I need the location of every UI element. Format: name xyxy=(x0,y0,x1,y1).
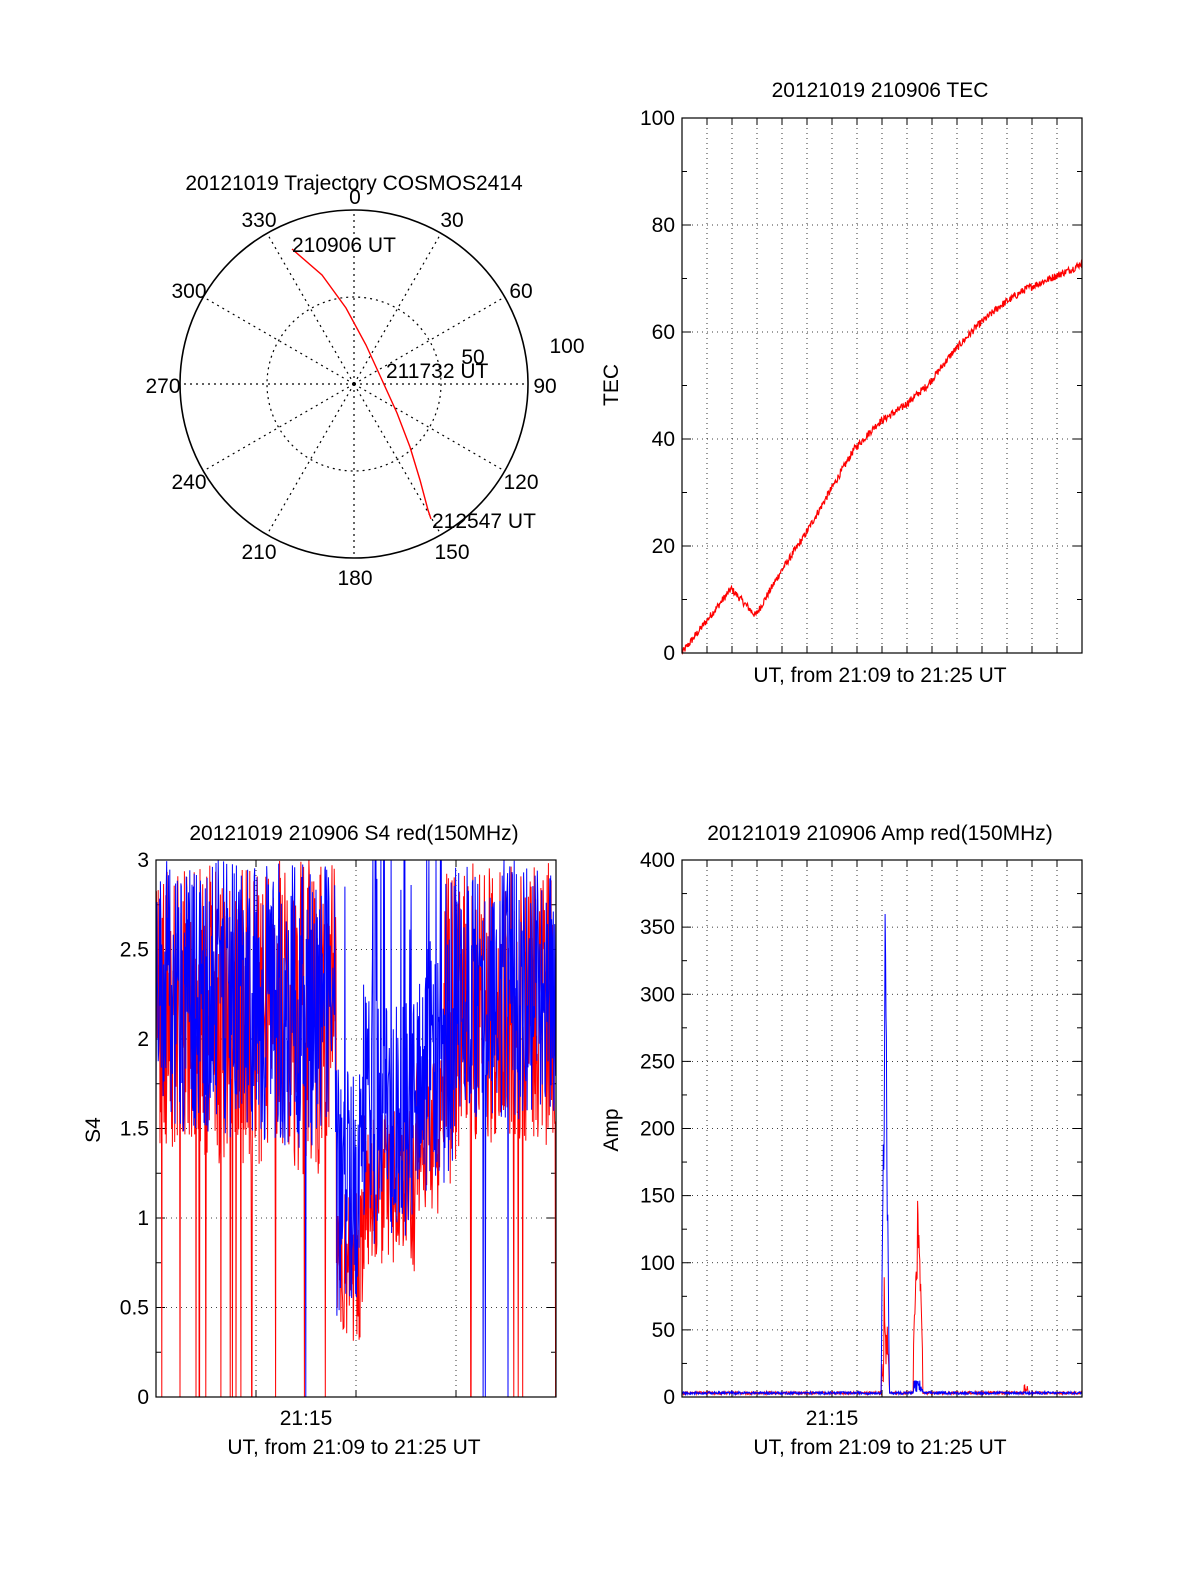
tec-y-label: TEC xyxy=(600,364,623,406)
polar-angle-label: 300 xyxy=(171,280,206,303)
polar-spoke xyxy=(353,296,505,385)
s4-x-tick-label: 21:15 xyxy=(280,1407,333,1430)
trajectory-point-label: 211732 UT xyxy=(386,360,489,383)
s4-y-label: S4 xyxy=(82,1117,105,1143)
y-tick-label: 1.5 xyxy=(120,1118,149,1141)
y-tick-label: 80 xyxy=(652,214,675,237)
polar-angle-label: 0 xyxy=(349,186,361,209)
y-tick-label: 100 xyxy=(640,107,675,130)
y-tick-label: 50 xyxy=(652,1319,675,1342)
y-tick-label: 60 xyxy=(652,321,675,344)
polar-angle-label: 60 xyxy=(509,280,532,303)
polar-angle-label: 120 xyxy=(503,471,538,494)
s4-x-label: UT, from 21:09 to 21:25 UT xyxy=(227,1436,480,1459)
amp-x-label: UT, from 21:09 to 21:25 UT xyxy=(753,1436,1006,1459)
y-tick-label: 0.5 xyxy=(120,1297,149,1320)
y-tick-label: 400 xyxy=(640,849,675,872)
amp-plot-frame xyxy=(681,859,1083,1398)
s4-title: 20121019 210906 S4 red(150MHz) xyxy=(189,822,518,845)
amp-y-tick-labels: 0 50 100 150 200 250 300 350 400 xyxy=(640,849,675,1409)
polar-angle-labels: 0 30 60 90 120 150 180 210 240 270 300 330 xyxy=(145,186,556,590)
amp-blue-series xyxy=(681,913,1083,1397)
amp-x-tick-label: 21:15 xyxy=(806,1407,859,1430)
amp-chart: 20121019 210906 Amp red(150MHz) 0 50 100 15… xyxy=(600,822,1083,1459)
y-tick-label: 1 xyxy=(137,1207,149,1230)
trajectory-point-label: 210906 UT xyxy=(292,234,396,257)
polar-angle-label: 210 xyxy=(241,541,276,564)
polar-spoke xyxy=(353,233,442,385)
y-tick-label: 0 xyxy=(663,1386,675,1409)
polar-angle-label: 270 xyxy=(145,375,180,398)
polar-trajectory-chart: 20121019 Trajectory COSMOS2414 0 30 60 90 12… xyxy=(145,172,584,590)
tec-grid xyxy=(681,117,1083,654)
polar-angle-label: 90 xyxy=(533,375,556,398)
tec-y-tick-labels: 0 20 40 60 80 100 xyxy=(640,107,675,665)
y-tick-label: 200 xyxy=(640,1118,675,1141)
y-tick-label: 150 xyxy=(640,1185,675,1208)
y-tick-label: 3 xyxy=(137,849,149,872)
y-tick-label: 350 xyxy=(640,916,675,939)
s4-y-tick-labels: 0 0.5 1 1.5 2 2.5 3 xyxy=(120,849,149,1409)
tec-chart: 20121019 210906 TEC 0 20 40 60 80 100 UT, fro… xyxy=(600,79,1083,687)
polar-grid xyxy=(179,209,529,559)
polar-spoke xyxy=(266,383,355,535)
polar-angle-label: 180 xyxy=(337,567,372,590)
polar-outer-circle xyxy=(179,209,529,559)
y-tick-label: 2.5 xyxy=(120,939,149,962)
polar-angle-label: 330 xyxy=(241,209,276,232)
amp-y-label: Amp xyxy=(600,1108,623,1151)
polar-spoke xyxy=(203,296,355,385)
polar-radius-label: 50 xyxy=(461,346,484,369)
trajectory-point-labels: 210906 UT 211732 UT 212547 UT xyxy=(292,234,536,533)
trajectory-line xyxy=(291,248,432,520)
polar-radius-label: 100 xyxy=(549,335,584,358)
polar-spoke xyxy=(203,383,355,472)
tec-x-label: UT, from 21:09 to 21:25 UT xyxy=(753,664,1006,687)
y-tick-label: 300 xyxy=(640,983,675,1006)
tec-title: 20121019 210906 TEC xyxy=(772,79,989,102)
y-tick-label: 2 xyxy=(137,1028,149,1051)
polar-inner-circle xyxy=(266,296,442,472)
trajectory-point-label: 212547 UT xyxy=(432,510,536,533)
polar-spoke xyxy=(266,233,355,385)
y-tick-label: 20 xyxy=(652,535,675,558)
y-tick-label: 100 xyxy=(640,1252,675,1275)
s4-blue-series xyxy=(155,859,557,1398)
polar-radius-labels: 50 100 xyxy=(461,335,584,369)
polar-title: 20121019 Trajectory COSMOS2414 xyxy=(185,172,523,195)
s4-plot-frame xyxy=(155,859,557,1398)
y-tick-label: 250 xyxy=(640,1050,675,1073)
tec-series-line xyxy=(681,259,1083,655)
polar-angle-label: 150 xyxy=(434,541,469,564)
polar-angle-label: 30 xyxy=(440,209,463,232)
polar-spoke xyxy=(353,383,442,535)
y-tick-label: 0 xyxy=(137,1386,149,1409)
y-tick-label: 0 xyxy=(663,642,675,665)
tec-plot-frame xyxy=(681,117,1083,654)
polar-angle-label: 240 xyxy=(171,471,206,494)
polar-spoke xyxy=(353,383,505,472)
amp-title: 20121019 210906 Amp red(150MHz) xyxy=(707,822,1053,845)
y-tick-label: 40 xyxy=(652,428,675,451)
s4-chart: 20121019 210906 S4 red(150MHz) 0 0.5 1 1.5 2… xyxy=(82,822,557,1459)
